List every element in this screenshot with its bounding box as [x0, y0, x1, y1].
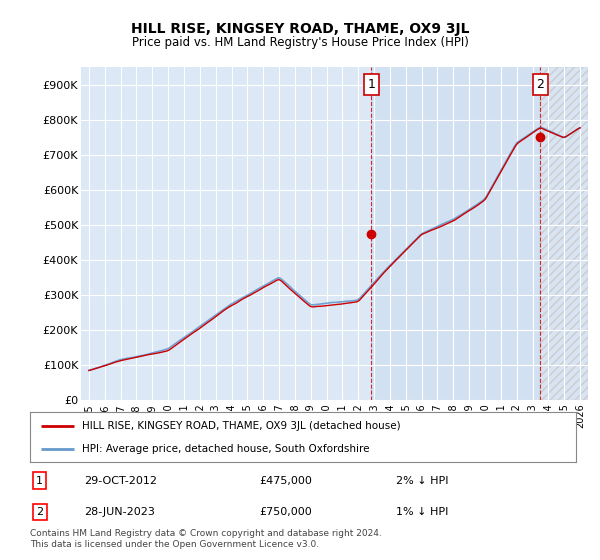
Text: HILL RISE, KINGSEY ROAD, THAME, OX9 3JL: HILL RISE, KINGSEY ROAD, THAME, OX9 3JL — [131, 22, 469, 36]
Text: HILL RISE, KINGSEY ROAD, THAME, OX9 3JL (detached house): HILL RISE, KINGSEY ROAD, THAME, OX9 3JL … — [82, 421, 400, 431]
Text: 28-JUN-2023: 28-JUN-2023 — [85, 507, 155, 517]
Text: Contains HM Land Registry data © Crown copyright and database right 2024.
This d: Contains HM Land Registry data © Crown c… — [30, 529, 382, 549]
Bar — [541, 67, 588, 400]
Bar — [541, 67, 588, 400]
Text: 1: 1 — [37, 475, 43, 486]
Text: 2: 2 — [36, 507, 43, 517]
Text: 1: 1 — [367, 78, 376, 91]
Bar — [371, 67, 541, 400]
Text: 1% ↓ HPI: 1% ↓ HPI — [396, 507, 448, 517]
Text: Price paid vs. HM Land Registry's House Price Index (HPI): Price paid vs. HM Land Registry's House … — [131, 36, 469, 49]
Text: 2% ↓ HPI: 2% ↓ HPI — [396, 475, 448, 486]
Text: £475,000: £475,000 — [259, 475, 312, 486]
Text: HPI: Average price, detached house, South Oxfordshire: HPI: Average price, detached house, Sout… — [82, 445, 370, 454]
Text: £750,000: £750,000 — [259, 507, 312, 517]
Text: 29-OCT-2012: 29-OCT-2012 — [85, 475, 158, 486]
Text: 2: 2 — [536, 78, 544, 91]
